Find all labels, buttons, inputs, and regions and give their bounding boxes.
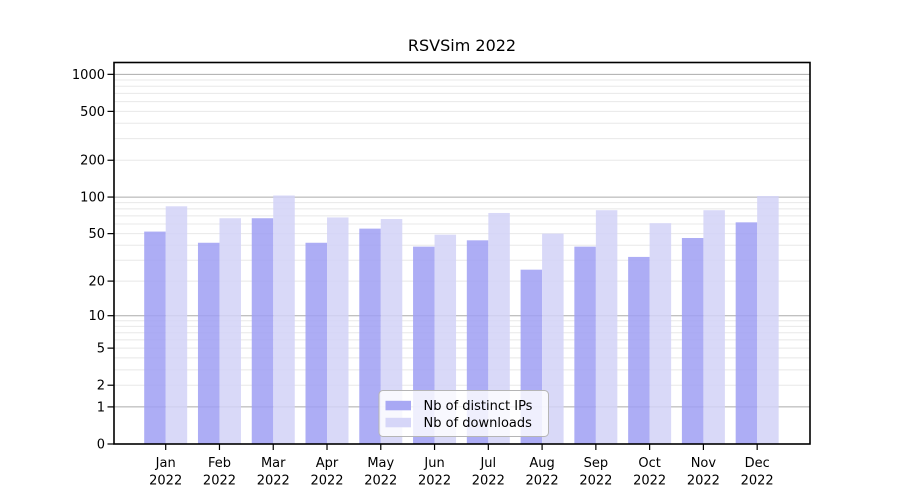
y-tick-label-50: 50 [88,227,105,242]
legend: Nb of distinct IPs Nb of downloads [378,390,549,437]
bar-downloads-nov [703,210,725,444]
bar-downloads-jan [165,206,188,444]
x-tick-label-year-feb: 2022 [203,474,236,489]
y-tick-label-10: 10 [88,309,105,324]
bars [144,195,779,444]
x-tick-label-may: May [367,456,394,471]
y-tick-label-5: 5 [97,342,105,357]
y-tick-label-200: 200 [80,154,105,169]
legend-label-nb-of-downloads: Nb of downloads [424,416,533,431]
x-tick-label-jul: Jul [479,456,496,471]
y-tick-label-0: 0 [97,438,105,453]
legend-label-nb-of-distinct-ips: Nb of distinct IPs [424,399,533,414]
x-tick-label-year-nov: 2022 [687,474,720,489]
y-tick-label-2: 2 [97,379,105,394]
y-tick-label-100: 100 [80,191,105,206]
bar-distinct-ips-jan [144,231,166,444]
bar-downloads-mar [273,195,295,444]
x-tick-label-year-mar: 2022 [257,474,290,489]
x-tick-label-jun: Jun [423,456,444,471]
x-tick-label-year-oct: 2022 [633,474,666,489]
bar-distinct-ips-sep [574,246,596,444]
bar-downloads-may [380,219,403,444]
legend-swatch-nb-of-distinct-ips [385,400,411,411]
x-tick-label-nov: Nov [691,456,717,471]
bar-downloads-apr [327,217,349,444]
y-tick-label-500: 500 [80,105,105,120]
y-tick-label-20: 20 [88,275,105,290]
y-tick-label-1000: 1000 [72,68,105,83]
bar-distinct-ips-feb [197,242,220,444]
x-tick-label-year-jan: 2022 [149,474,182,489]
legend-swatch-nb-of-downloads [385,417,411,428]
bar-downloads-dec [757,196,779,444]
x-tick-label-year-dec: 2022 [741,474,774,489]
axis-ticks [107,73,758,450]
legend-box [378,390,549,437]
x-tick-label-year-aug: 2022 [526,474,559,489]
bar-distinct-ips-nov [681,237,704,444]
bar-distinct-ips-oct [628,256,650,444]
bar-downloads-jul [488,212,510,444]
bar-distinct-ips-mar [251,218,274,444]
x-tick-label-year-may: 2022 [364,474,397,489]
bar-downloads-oct [649,223,672,444]
chart-title: RSVSim 2022 [408,36,516,55]
bar-distinct-ips-apr [305,242,328,444]
x-tick-label-mar: Mar [261,456,286,471]
x-tick-label-year-jun: 2022 [418,474,451,489]
x-tick-label-year-apr: 2022 [310,474,343,489]
bar-downloads-feb [219,218,241,444]
x-tick-label-feb: Feb [208,456,231,471]
bar-distinct-ips-may [359,228,381,444]
bar-distinct-ips-dec [735,222,758,444]
x-tick-label-dec: Dec [745,456,770,471]
x-tick-label-year-jul: 2022 [472,474,505,489]
x-tick-label-year-sep: 2022 [579,474,612,489]
axis-labels: 0 1 2 5 10 20 50 100 200 500 1000 Jan 2022 Feb 2022 Mar… [72,68,774,489]
x-tick-label-aug: Aug [529,456,554,471]
y-tick-label-1: 1 [97,400,105,415]
x-tick-label-oct: Oct [638,456,660,471]
x-tick-label-apr: Apr [316,456,339,471]
plot-border [113,61,811,445]
x-tick-label-sep: Sep [584,456,609,471]
bar-downloads-sep [595,210,618,444]
x-tick-label-jan: Jan [155,456,176,471]
